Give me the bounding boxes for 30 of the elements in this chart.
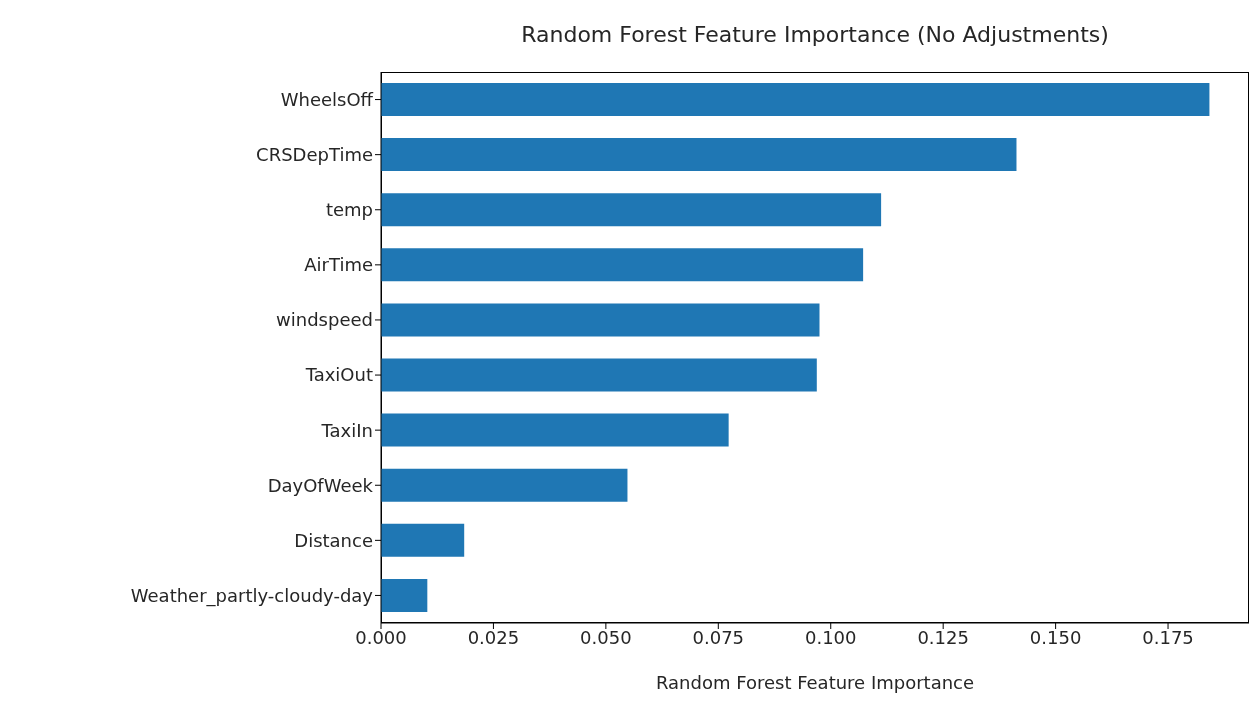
- x-tick-label: 0.175: [1142, 626, 1194, 648]
- bar: [381, 138, 1017, 172]
- x-tick-label: 0.150: [1029, 626, 1082, 648]
- y-tick-label: CRSDepTime: [256, 144, 373, 166]
- bar: [381, 303, 820, 337]
- x-tick-label: 0.000: [355, 626, 407, 648]
- bar: [381, 83, 1210, 117]
- y-tick-label: AirTime: [304, 254, 373, 276]
- y-tick-label: TaxiIn: [320, 419, 373, 441]
- x-tick-label: 0.050: [580, 626, 632, 648]
- y-tick-label: windspeed: [276, 309, 373, 331]
- bar: [381, 523, 465, 557]
- x-tick-label: 0.100: [804, 626, 857, 648]
- x-tick-label: 0.075: [692, 626, 745, 648]
- y-tick-label: DayOfWeek: [267, 474, 374, 496]
- bar: [381, 413, 729, 447]
- y-tick-label: TaxiOut: [304, 364, 373, 386]
- y-tick-label: temp: [325, 199, 373, 221]
- bar: [381, 358, 817, 392]
- bar: [381, 193, 882, 227]
- x-tick-label: 0.025: [467, 626, 520, 648]
- x-axis-title: Random Forest Feature Importance: [655, 672, 975, 693]
- chart-title: Random Forest Feature Importance (No Adjustments): [520, 22, 1110, 47]
- bar: [381, 248, 864, 282]
- y-tick-label: Distance: [294, 529, 373, 551]
- y-tick-label: Weather_partly-cloudy-day: [130, 584, 374, 607]
- bar: [381, 578, 428, 612]
- bar: [381, 468, 628, 502]
- y-tick-label: WheelsOff: [280, 88, 374, 110]
- x-tick-label: 0.125: [917, 626, 969, 648]
